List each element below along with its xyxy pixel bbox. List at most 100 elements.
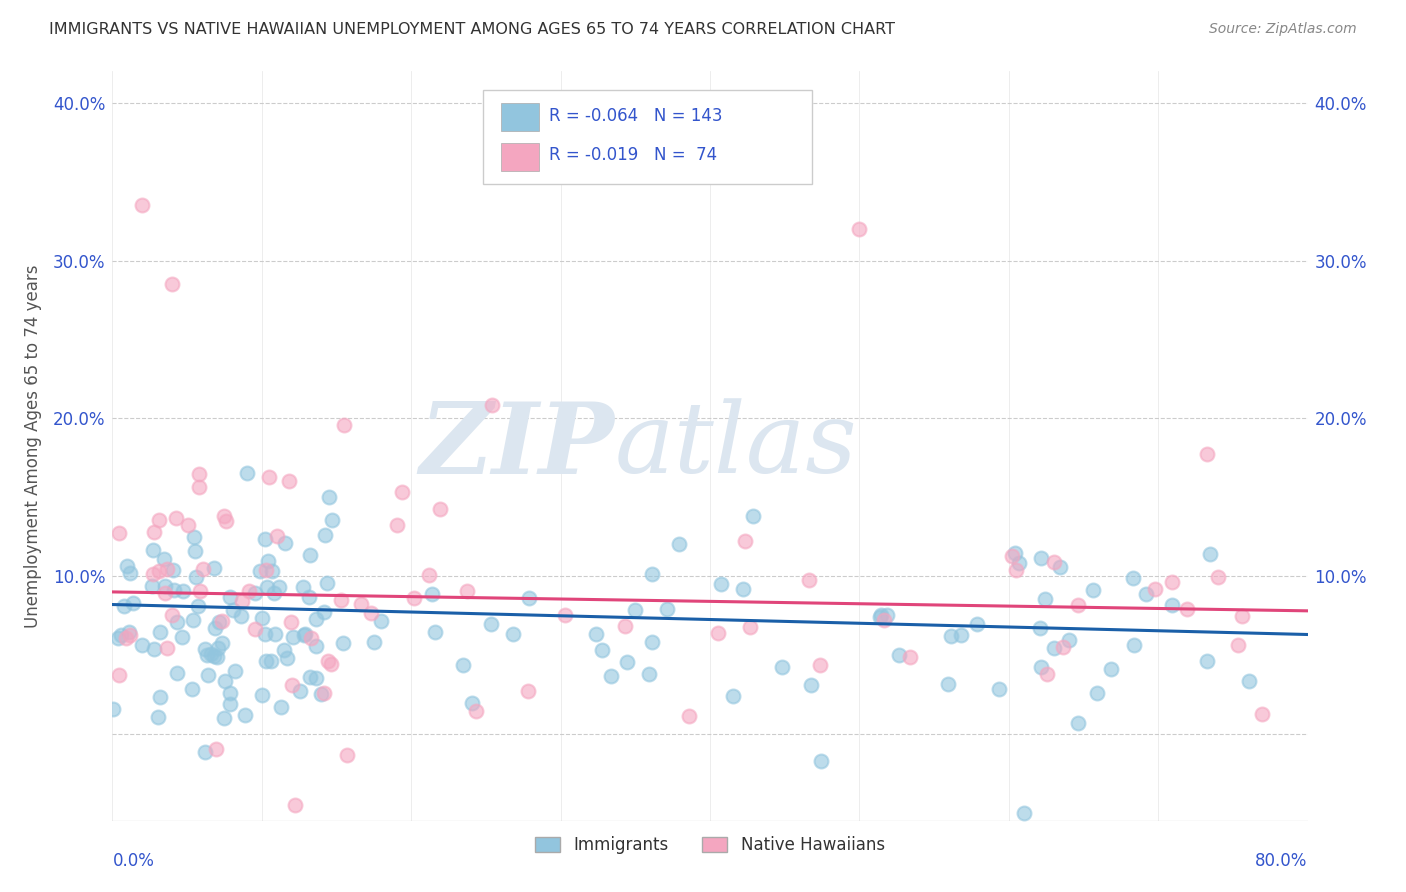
Point xyxy=(810,754,832,768)
Point xyxy=(194,745,217,759)
Point xyxy=(987,681,1010,696)
Point xyxy=(370,615,392,629)
Point xyxy=(742,508,765,523)
Point xyxy=(101,702,124,716)
Point xyxy=(869,610,891,624)
Point xyxy=(1161,575,1184,590)
Point xyxy=(263,586,285,600)
Point xyxy=(148,564,170,578)
Point xyxy=(254,627,277,641)
Point xyxy=(869,607,891,622)
Point xyxy=(887,648,910,662)
Point xyxy=(202,561,225,575)
Point xyxy=(204,621,226,635)
Point xyxy=(429,501,451,516)
Point xyxy=(208,615,231,630)
Point xyxy=(294,627,316,641)
Point xyxy=(254,655,277,669)
Point xyxy=(456,584,478,599)
Point xyxy=(898,649,921,664)
Point xyxy=(214,674,236,689)
Point xyxy=(153,585,176,599)
Point xyxy=(165,511,187,525)
Point xyxy=(1087,686,1109,700)
Point xyxy=(194,642,217,657)
Point xyxy=(305,640,328,654)
Point xyxy=(1237,673,1260,688)
Point xyxy=(249,564,271,578)
Point xyxy=(936,677,959,691)
Point xyxy=(256,580,278,594)
Point xyxy=(153,579,176,593)
Point xyxy=(614,618,637,632)
Y-axis label: Unemployment Among Ages 65 to 74 years: Unemployment Among Ages 65 to 74 years xyxy=(24,264,42,628)
Point xyxy=(163,582,186,597)
Point xyxy=(616,656,638,670)
Point xyxy=(187,599,209,613)
Point xyxy=(219,590,242,604)
Point xyxy=(148,709,170,723)
Point xyxy=(188,480,211,494)
Point xyxy=(1004,546,1026,560)
Point xyxy=(800,678,823,692)
Point xyxy=(318,490,340,504)
Point xyxy=(148,513,170,527)
Point xyxy=(110,628,132,642)
Point xyxy=(770,659,793,673)
Point xyxy=(273,642,295,657)
Point xyxy=(502,627,524,641)
Point xyxy=(238,583,260,598)
Point xyxy=(939,629,962,643)
Point xyxy=(180,681,202,696)
Point xyxy=(363,635,385,649)
Point xyxy=(233,708,256,723)
Point xyxy=(402,591,425,606)
Point xyxy=(738,620,761,634)
Point xyxy=(385,518,408,533)
Point xyxy=(280,615,302,630)
Point xyxy=(1052,640,1074,654)
Point xyxy=(638,667,661,681)
Point xyxy=(193,562,215,576)
Point xyxy=(250,611,273,625)
Point xyxy=(1206,570,1229,584)
Point xyxy=(202,649,225,664)
Point xyxy=(259,469,281,483)
Point xyxy=(131,198,153,212)
Point xyxy=(299,631,322,645)
Point xyxy=(297,591,319,605)
Text: ZIP: ZIP xyxy=(419,398,614,494)
Point xyxy=(591,643,613,657)
Point xyxy=(298,548,321,562)
Point xyxy=(461,696,484,710)
Point xyxy=(1251,706,1274,721)
Text: 80.0%: 80.0% xyxy=(1256,852,1308,871)
Point xyxy=(197,667,219,681)
Point xyxy=(270,700,292,714)
Point xyxy=(222,602,245,616)
Point xyxy=(231,593,253,607)
Point xyxy=(333,418,356,433)
Point xyxy=(184,570,207,584)
Point xyxy=(156,641,179,656)
Point xyxy=(418,568,440,582)
Point xyxy=(214,509,236,524)
Point xyxy=(848,222,870,236)
Point xyxy=(229,608,252,623)
Point xyxy=(257,554,280,568)
Point xyxy=(1059,632,1081,647)
Point xyxy=(143,525,166,540)
Point xyxy=(290,684,312,698)
Point xyxy=(107,526,129,541)
Point xyxy=(1029,550,1052,565)
Point xyxy=(315,575,337,590)
Point xyxy=(153,551,176,566)
Point xyxy=(721,690,744,704)
Point xyxy=(1049,559,1071,574)
Point xyxy=(305,671,328,685)
Point xyxy=(1123,638,1146,652)
Point xyxy=(710,577,733,591)
Point xyxy=(1042,640,1064,655)
Point xyxy=(107,631,129,645)
Point xyxy=(207,641,229,656)
